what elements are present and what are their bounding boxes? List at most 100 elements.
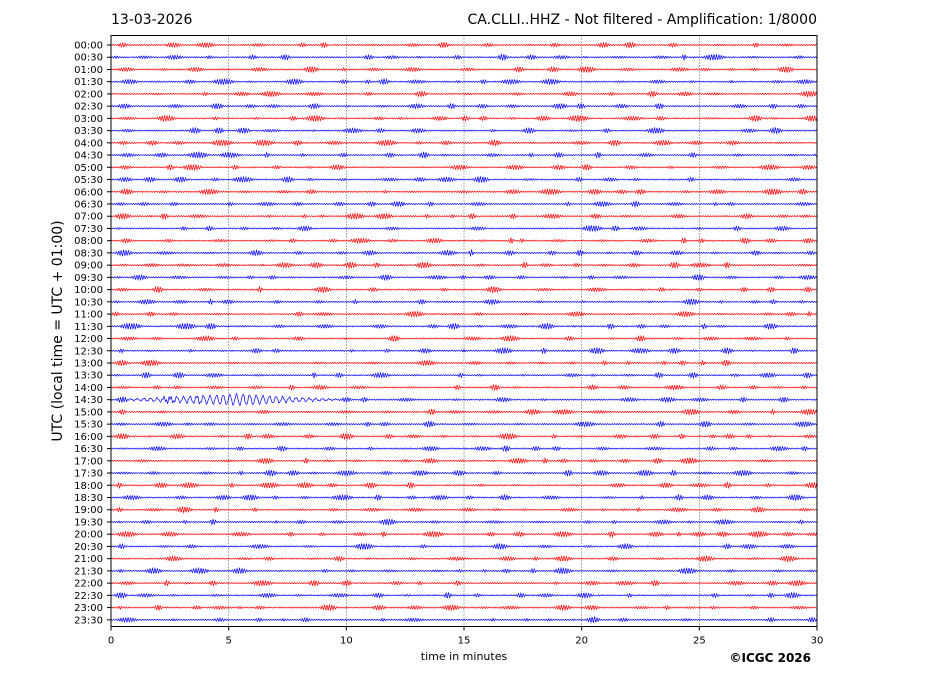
y-tick-label: 05:30: [74, 175, 103, 186]
y-tick-label: 20:30: [74, 542, 103, 553]
trace-line: [110, 285, 818, 294]
y-tick-label: 21:30: [74, 566, 103, 577]
trace-line: [110, 90, 818, 98]
y-tick-label: 20:00: [74, 530, 103, 541]
y-tick-label: 22:30: [74, 591, 103, 602]
trace-line: [110, 175, 818, 184]
y-tick-label: 19:00: [74, 505, 103, 516]
y-tick-label: 23:00: [74, 603, 103, 614]
trace-line: [110, 297, 818, 306]
y-tick-label: 15:00: [74, 407, 103, 418]
trace-line: [110, 273, 818, 282]
y-tick-label: 16:00: [74, 432, 103, 443]
y-tick-label: 09:30: [74, 273, 103, 284]
grid-lines: [228, 35, 700, 627]
y-tick-label: 14:30: [74, 395, 103, 406]
trace-line: [110, 456, 818, 465]
y-tick-label: 22:00: [74, 579, 103, 590]
y-tick-label: 02:30: [74, 102, 103, 113]
y-tick-label: 03:00: [74, 114, 103, 125]
y-tick-label: 16:30: [74, 444, 103, 455]
trace-line: [110, 334, 818, 342]
trace-line: [110, 138, 818, 147]
trace-line: [110, 310, 818, 318]
trace-line: [110, 542, 818, 551]
copyright-text: ©ICGC 2026: [729, 651, 811, 665]
y-tick-label: 09:00: [74, 261, 103, 272]
trace-line: [110, 358, 818, 367]
y-axis-label: UTC (local time = UTC + 01:00): [50, 220, 66, 441]
y-tick-label: 18:00: [74, 481, 103, 492]
y-tick-label: 23:30: [74, 615, 103, 626]
y-tick-label: 01:00: [74, 65, 103, 76]
y-tick-label: 13:00: [74, 358, 103, 369]
trace-line: [110, 554, 818, 563]
trace-line: [110, 518, 818, 526]
trace-line: [110, 41, 818, 49]
y-tick-label: 02:00: [74, 89, 103, 100]
x-tick-label: 25: [693, 636, 706, 647]
x-tick-label: 20: [575, 636, 588, 647]
trace-line: [110, 224, 818, 233]
y-tick-label: 12:00: [74, 334, 103, 345]
trace-line: [110, 163, 818, 172]
chart-title: CA.CLLI..HHZ - Not filtered - Amplificat…: [467, 12, 817, 28]
trace-line: [110, 432, 818, 441]
trace-line: [110, 102, 818, 110]
trace-line: [110, 248, 818, 257]
x-axis: 0 5 10 15 20 25 30: [108, 626, 824, 647]
trace-line: [110, 53, 818, 62]
y-tick-label: 07:30: [74, 224, 103, 235]
y-tick-label: 21:00: [74, 554, 103, 565]
trace-line: [110, 65, 818, 74]
y-tick-label: 11:30: [74, 322, 103, 333]
y-tick-label: 04:00: [74, 138, 103, 149]
y-tick-label: 05:00: [74, 163, 103, 174]
trace-line: [110, 603, 818, 612]
trace-line: [110, 493, 818, 502]
y-tick-label: 01:30: [74, 77, 103, 88]
trace-line: [110, 469, 818, 478]
trace-line: [110, 420, 818, 428]
y-tick-label: 12:30: [74, 346, 103, 357]
y-tick-label: 11:00: [74, 310, 103, 321]
x-tick-label: 30: [811, 636, 824, 647]
y-tick-label: 13:30: [74, 371, 103, 382]
y-tick-label: 18:30: [74, 493, 103, 504]
y-tick-label: 00:00: [74, 41, 103, 52]
trace-line: [110, 212, 818, 221]
trace-line: [110, 322, 818, 331]
date-title: 13-03-2026: [111, 12, 193, 28]
x-tick-label: 15: [458, 636, 471, 647]
trace-line: [110, 346, 818, 355]
trace-line: [110, 579, 818, 588]
trace-line: [110, 530, 818, 539]
y-tick-label: 15:30: [74, 420, 103, 431]
trace-line: [110, 114, 818, 123]
trace-line: [110, 566, 818, 575]
y-tick-label: 07:00: [74, 212, 103, 223]
trace-line: [110, 505, 818, 514]
y-tick-label: 03:30: [74, 126, 103, 137]
y-tick-label: 14:00: [74, 383, 103, 394]
y-tick-label: 10:30: [74, 297, 103, 308]
y-tick-label: 19:30: [74, 517, 103, 528]
trace-group: [110, 41, 818, 624]
trace-line: [110, 445, 818, 453]
trace-line: [110, 371, 818, 380]
x-tick-label: 0: [108, 636, 114, 647]
trace-line: [110, 383, 818, 392]
trace-line: [110, 408, 818, 416]
trace-line: [110, 150, 818, 159]
trace-line: [110, 77, 818, 86]
trace-line: [110, 126, 818, 135]
y-tick-label: 08:00: [74, 236, 103, 247]
trace-line: [110, 591, 818, 600]
plot-frame: [110, 35, 818, 627]
trace-line: [110, 261, 818, 270]
trace-line: [110, 200, 818, 208]
x-tick-label: 10: [340, 636, 353, 647]
y-tick-label: 17:00: [74, 456, 103, 467]
